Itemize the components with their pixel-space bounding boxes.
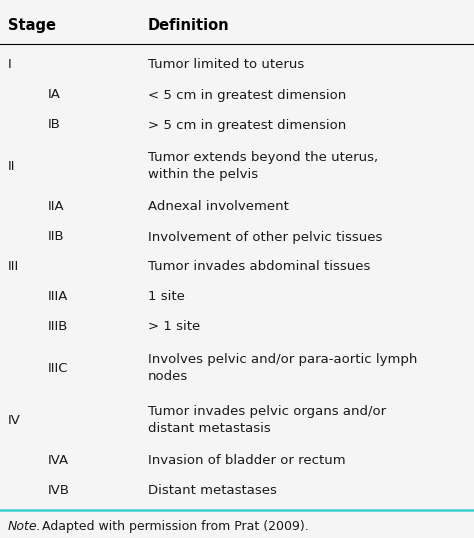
Text: Involves pelvic and/or para-aortic lymph
nodes: Involves pelvic and/or para-aortic lymph… xyxy=(148,353,418,383)
Text: Distant metastases: Distant metastases xyxy=(148,485,277,498)
Text: IIIB: IIIB xyxy=(48,321,68,334)
Text: II: II xyxy=(8,159,16,173)
Text: I: I xyxy=(8,59,12,72)
Text: > 1 site: > 1 site xyxy=(148,321,200,334)
Text: Note.: Note. xyxy=(8,520,42,533)
Text: IVA: IVA xyxy=(48,455,69,468)
Text: IA: IA xyxy=(48,88,61,102)
Text: IB: IB xyxy=(48,118,61,131)
Text: Invasion of bladder or rectum: Invasion of bladder or rectum xyxy=(148,455,346,468)
Text: III: III xyxy=(8,260,19,273)
Text: Adapted with permission from Prat (2009).: Adapted with permission from Prat (2009)… xyxy=(38,520,309,533)
Text: IIA: IIA xyxy=(48,201,64,214)
Text: IIB: IIB xyxy=(48,230,64,244)
Text: Tumor invades pelvic organs and/or
distant metastasis: Tumor invades pelvic organs and/or dista… xyxy=(148,405,386,435)
Text: Involvement of other pelvic tissues: Involvement of other pelvic tissues xyxy=(148,230,383,244)
Text: Tumor invades abdominal tissues: Tumor invades abdominal tissues xyxy=(148,260,370,273)
Text: Tumor extends beyond the uterus,
within the pelvis: Tumor extends beyond the uterus, within … xyxy=(148,151,378,181)
Text: > 5 cm in greatest dimension: > 5 cm in greatest dimension xyxy=(148,118,346,131)
Text: Definition: Definition xyxy=(148,18,229,33)
Text: Adnexal involvement: Adnexal involvement xyxy=(148,201,289,214)
Text: IIIA: IIIA xyxy=(48,291,68,303)
Text: IV: IV xyxy=(8,414,21,427)
Text: Stage: Stage xyxy=(8,18,56,33)
Text: < 5 cm in greatest dimension: < 5 cm in greatest dimension xyxy=(148,88,346,102)
Text: 1 site: 1 site xyxy=(148,291,185,303)
Text: IIIC: IIIC xyxy=(48,362,69,374)
Text: Tumor limited to uterus: Tumor limited to uterus xyxy=(148,59,304,72)
Text: IVB: IVB xyxy=(48,485,70,498)
